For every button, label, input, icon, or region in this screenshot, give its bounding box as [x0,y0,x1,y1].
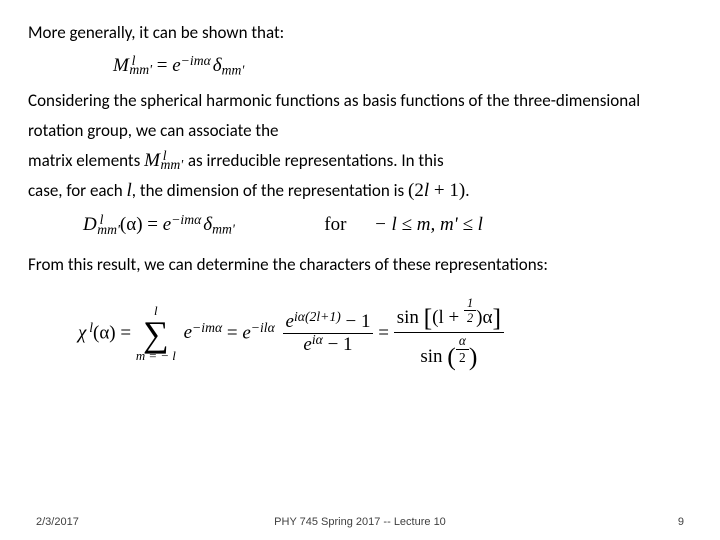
paragraph-3: From this result, we can determine the c… [28,250,692,280]
text-prefix: case, for each [28,180,127,201]
equation-3: χl(α) = l ∑ m = − l e−imα = e−ilα eiα(2l… [28,296,692,372]
fraction-1: eiα(2l+1) − 1 eiα − 1 [280,311,374,356]
text-suffix: as irreducible representations. In this [188,150,444,171]
text-mid: , the dimension of the representation is [132,180,408,201]
footer-page: 9 [678,516,684,528]
paragraph-intro: More generally, it can be shown that: [28,18,692,48]
inline-eq-M: Mlmm' [144,150,188,171]
text-prefix: matrix elements [28,150,144,171]
inline-eq-dim: (2l + 1) [408,180,465,201]
slide: More generally, it can be shown that: Ml… [0,0,720,540]
fraction-2: sin [(l + 12)α] sin (α2) [394,296,504,372]
paragraph-2a: Considering the spherical harmonic funct… [28,86,692,146]
paragraph-2b: matrix elements Mlmm' as irreducible rep… [28,146,692,176]
sum-symbol: l ∑ m = − l [136,305,176,363]
equation-1: Mlmm' = e−imαδmm' [28,54,692,79]
footer: 2/3/2017 PHY 745 Spring 2017 -- Lecture … [0,516,720,528]
footer-date: 2/3/2017 [36,516,79,528]
paragraph-2c: case, for each l, the dimension of the r… [28,176,692,206]
footer-center: PHY 745 Spring 2017 -- Lecture 10 [0,516,720,528]
equation-2: Dlmm'(α) = e−imαδmm' for − l ≤ m, m' ≤ l [28,213,692,238]
text-suffix: . [465,180,469,201]
